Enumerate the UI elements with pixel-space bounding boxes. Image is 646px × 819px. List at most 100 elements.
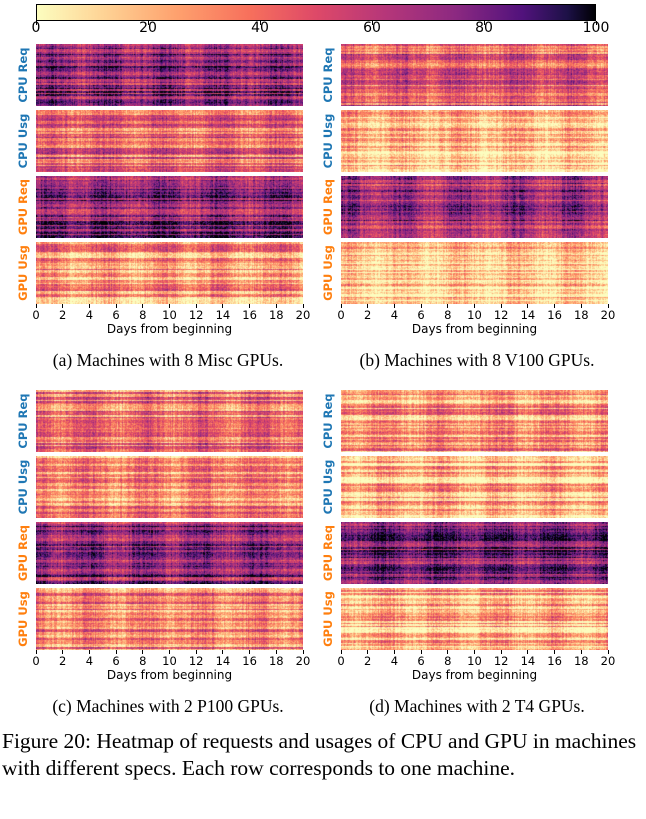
caption-b: (b) Machines with 8 V100 GPUs. (359, 350, 595, 370)
colorbar (36, 4, 596, 21)
x-tick-label: 20 (600, 308, 616, 322)
heatmap-cpu-usg (36, 456, 303, 518)
x-axis-title: Days from beginning (106, 322, 233, 336)
heatmap-cpu-req (341, 390, 608, 452)
x-tick-label: 16 (242, 308, 257, 322)
x-tick (500, 650, 502, 654)
figure-caption: Figure 20: Heatmap of requests and usage… (2, 729, 637, 780)
x-tick-label: 14 (520, 654, 536, 668)
x-tick (115, 650, 117, 654)
x-tick (340, 650, 342, 654)
row-label: GPU Usg (321, 591, 335, 647)
x-tick (169, 304, 170, 308)
x-tick (275, 304, 277, 308)
heatmap-gpu-req (341, 522, 608, 584)
x-tick (249, 304, 251, 308)
x-tick-label: 6 (417, 308, 425, 322)
heatmap-cpu-req (36, 390, 303, 452)
x-tick-label: 20 (295, 308, 311, 322)
x-tick-label: 8 (139, 308, 147, 322)
x-tick-label: 8 (139, 654, 147, 668)
heatmap-cpu-req (36, 44, 303, 106)
x-tick (195, 650, 197, 654)
x-tick-label: 18 (268, 654, 284, 668)
row-label: CPU Req (16, 393, 30, 449)
x-tick (302, 650, 304, 654)
x-tick (393, 650, 395, 654)
heatmap-gpu-usg (341, 242, 608, 304)
x-tick (420, 304, 422, 308)
row-label: CPU Usg (321, 459, 335, 515)
x-tick-label: 2 (364, 654, 372, 668)
x-tick (607, 304, 609, 308)
x-tick-label: 6 (112, 654, 120, 668)
heatmap-cpu-usg (36, 110, 303, 172)
x-tick (195, 304, 197, 308)
row-label: GPU Req (321, 178, 335, 236)
caption-d: (d) Machines with 2 T4 GPUs. (369, 696, 585, 716)
heatmap-gpu-req (341, 176, 608, 238)
row-label: CPU Usg (16, 459, 30, 515)
x-tick-label: 10 (467, 308, 482, 322)
row-label: CPU Req (16, 47, 30, 103)
x-tick (393, 304, 395, 308)
colorbar-tick (595, 21, 597, 25)
x-tick-label: 2 (364, 308, 372, 322)
caption-a: (a) Machines with 8 Misc GPUs. (52, 350, 284, 370)
x-tick-label: 10 (467, 654, 482, 668)
colorbar-tick-label: 0 (31, 20, 41, 36)
x-tick-label: 8 (444, 308, 452, 322)
x-tick-label: 0 (337, 308, 345, 322)
x-tick (340, 304, 342, 308)
x-tick (527, 650, 529, 654)
row-label: CPU Req (321, 393, 335, 449)
x-tick-label: 6 (417, 654, 425, 668)
x-tick-label: 0 (32, 654, 40, 668)
x-tick-label: 10 (162, 654, 177, 668)
x-tick-label: 4 (390, 308, 399, 322)
x-tick (554, 304, 556, 308)
row-label: CPU Usg (16, 113, 30, 169)
x-tick (367, 304, 369, 308)
x-tick-label: 4 (85, 654, 94, 668)
x-tick (249, 650, 251, 654)
x-tick-label: 4 (390, 654, 399, 668)
x-tick (554, 650, 556, 654)
colorbar-tick-label: 60 (363, 20, 381, 36)
x-tick (62, 304, 64, 308)
x-tick-label: 2 (59, 654, 67, 668)
x-tick (420, 650, 422, 654)
heatmap-cpu-usg (341, 456, 608, 518)
row-label: GPU Usg (16, 591, 30, 647)
x-tick (447, 304, 449, 308)
row-label: GPU Usg (16, 245, 30, 301)
caption-c: (c) Machines with 2 P100 GPUs. (52, 696, 284, 716)
row-label: CPU Req (321, 47, 335, 103)
heatmap-cpu-req (341, 44, 608, 106)
x-tick-label: 0 (32, 308, 40, 322)
colorbar-tick (483, 21, 485, 25)
x-tick-label: 18 (573, 654, 589, 668)
heatmap-gpu-usg (36, 242, 303, 304)
x-tick (35, 650, 37, 654)
x-tick (142, 650, 144, 654)
x-tick-label: 18 (573, 308, 589, 322)
x-tick (275, 650, 277, 654)
row-label: GPU Req (16, 178, 30, 236)
x-tick-label: 12 (188, 308, 204, 322)
row-label: GPU Req (321, 524, 335, 582)
x-tick (222, 304, 224, 308)
x-tick-label: 14 (215, 308, 231, 322)
x-tick-label: 14 (215, 654, 231, 668)
x-tick-label: 2 (59, 308, 67, 322)
x-tick-label: 12 (188, 654, 204, 668)
x-tick (88, 304, 90, 308)
x-axis-title: Days from beginning (411, 322, 538, 336)
x-tick-label: 20 (295, 654, 311, 668)
row-label: GPU Req (16, 524, 30, 582)
x-tick (527, 304, 529, 308)
x-tick (62, 650, 64, 654)
colorbar-tick-label: 20 (139, 20, 157, 36)
x-tick (580, 650, 582, 654)
x-tick-label: 4 (85, 308, 94, 322)
